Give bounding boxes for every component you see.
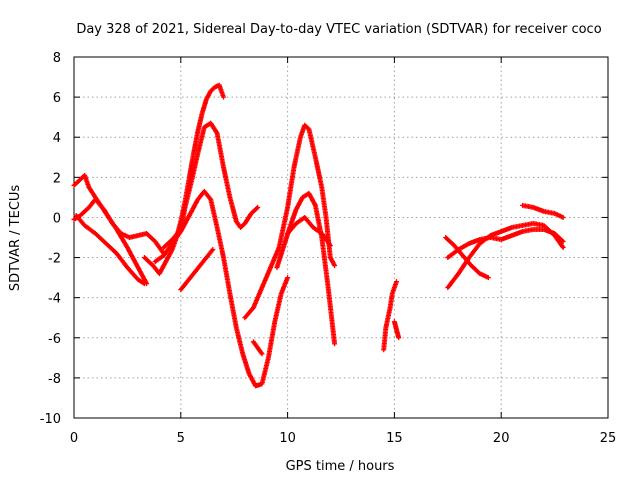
data-marker-cluster xyxy=(381,279,400,353)
y-tick-label: 6 xyxy=(53,91,61,106)
plot-frame xyxy=(73,56,609,419)
y-tick-label: 4 xyxy=(53,131,61,146)
data-marker-cluster xyxy=(242,122,338,321)
x-tick-label: 0 xyxy=(70,431,78,446)
series-arc-12 xyxy=(381,279,400,353)
data-marker-cluster xyxy=(178,247,216,293)
series-arc-1 xyxy=(71,172,150,287)
x-tick-label: 5 xyxy=(177,431,185,446)
data-marker-cluster xyxy=(391,319,402,341)
y-tick-label: 8 xyxy=(53,51,61,66)
chart-title: Day 328 of 2021, Sidereal Day-to-day VTE… xyxy=(76,22,601,37)
series-arc-13 xyxy=(391,319,402,341)
series-arc-7 xyxy=(178,247,216,293)
y-tick-label: -2 xyxy=(48,252,61,267)
data-marker-cluster xyxy=(520,202,566,220)
x-tick-label: 10 xyxy=(279,431,296,446)
y-tick-label: -4 xyxy=(48,292,61,307)
y-tick-label: -6 xyxy=(48,332,61,347)
grid-lines xyxy=(74,57,608,418)
data-marker-cluster xyxy=(152,188,291,389)
y-tick-label: -10 xyxy=(40,412,61,427)
series-arc-9 xyxy=(274,190,338,347)
series-arc-11 xyxy=(250,339,265,357)
x-tick-label: 15 xyxy=(386,431,403,446)
series-arc-3 xyxy=(73,212,147,287)
data-marker-cluster xyxy=(71,196,167,257)
y-tick-label: 2 xyxy=(53,171,61,186)
data-marker-cluster xyxy=(274,190,338,347)
x-tick-label: 25 xyxy=(600,431,617,446)
x-axis-label: GPS time / hours xyxy=(286,459,395,474)
series-arc-8 xyxy=(242,122,338,321)
y-tick-label: -8 xyxy=(48,372,61,387)
series-arc-16 xyxy=(443,235,491,281)
series-arc-6 xyxy=(152,188,291,389)
y-tick-label: 0 xyxy=(53,211,61,226)
data-points xyxy=(71,82,566,389)
series-arc-2 xyxy=(71,196,167,257)
data-marker-cluster xyxy=(73,212,147,287)
series-arc-17 xyxy=(520,202,566,220)
data-marker-cluster xyxy=(285,214,333,249)
data-marker-cluster xyxy=(250,339,265,357)
data-marker-cluster xyxy=(443,235,491,281)
y-axis-label: SDTVAR / TECUs xyxy=(8,185,23,292)
x-tick-label: 20 xyxy=(493,431,510,446)
series-arc-10 xyxy=(285,214,333,249)
axis-ticks: 0 5 10 15 20 25 -10 -8 -6 -4 -2 0 2 4 6 8 xyxy=(40,51,617,446)
data-marker-cluster xyxy=(71,172,150,287)
